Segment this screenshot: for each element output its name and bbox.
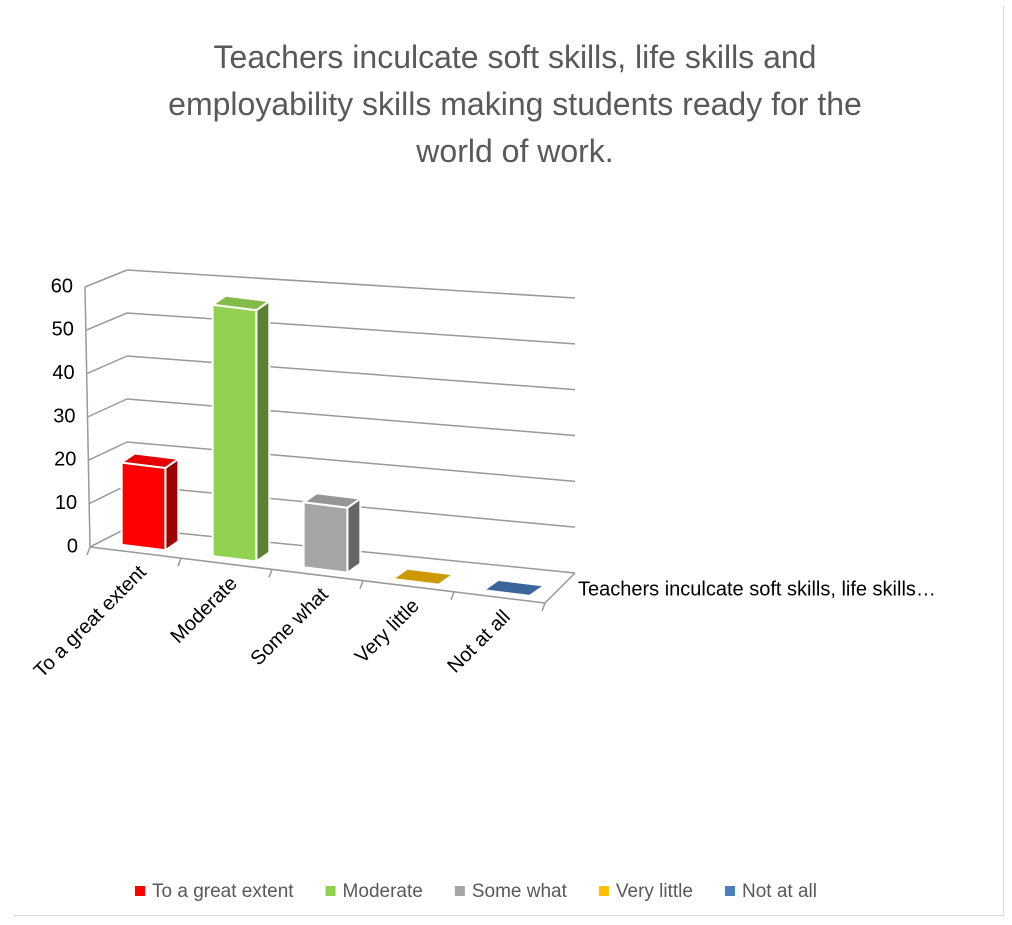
x-tick-label: Very little — [351, 595, 424, 668]
bar-side — [346, 496, 362, 575]
y-tick-label: 50 — [52, 319, 74, 341]
bar — [484, 580, 544, 596]
legend-label: Moderate — [343, 881, 423, 902]
legend-label: Not at all — [742, 881, 817, 902]
x-tick — [177, 557, 182, 567]
chart-frame — [14, 6, 1004, 916]
floor-edge — [89, 546, 546, 604]
y-tick-label: 10 — [55, 492, 77, 514]
bar — [209, 294, 273, 564]
floor-edge — [544, 572, 576, 604]
legend-label: Very little — [616, 881, 693, 902]
x-tick — [450, 591, 455, 601]
bar-top — [393, 569, 453, 585]
grid-line — [88, 441, 128, 462]
bar-front — [120, 461, 167, 552]
chart-title: Teachers inculcate soft skills, life ski… — [168, 39, 862, 169]
bar — [118, 452, 182, 553]
grid-line — [126, 398, 576, 437]
y-tick-label: 60 — [51, 275, 73, 297]
legend-swatch — [454, 886, 465, 896]
grid-line — [126, 441, 576, 483]
x-tick-label: Some what — [246, 583, 333, 670]
bar — [300, 492, 364, 575]
grid-line — [85, 312, 128, 332]
bar — [393, 569, 453, 585]
legend-swatch — [598, 886, 609, 896]
y-tick-label: 30 — [53, 405, 75, 427]
grid-line — [87, 398, 128, 418]
y-tick-label: 40 — [52, 362, 74, 384]
bar-top — [118, 452, 182, 469]
legend-label: Some what — [472, 881, 568, 902]
bar-front — [211, 303, 258, 563]
legend-label: To a great extent — [152, 881, 294, 902]
grid-line — [126, 355, 576, 391]
grid-line — [84, 269, 128, 288]
legend-swatch — [724, 886, 735, 896]
bar-top — [209, 294, 273, 312]
x-tick — [541, 602, 546, 612]
x-tick-label: Not at all — [443, 606, 514, 677]
bar-top — [300, 492, 364, 509]
bar-side — [255, 299, 271, 564]
grid-line — [126, 312, 576, 345]
y-tick-label: 0 — [67, 535, 78, 557]
legend-swatch — [325, 886, 336, 896]
legend-swatch — [135, 886, 145, 896]
bar-side — [164, 457, 180, 553]
depth-label: Teachers inculcate soft skills, life ski… — [578, 578, 936, 600]
bar-front — [302, 501, 349, 574]
grid-line — [86, 355, 128, 375]
bar-top — [484, 580, 544, 596]
x-tick — [86, 546, 91, 556]
x-tick-label: Moderate — [166, 572, 241, 647]
x-tick — [268, 569, 273, 578]
x-tick — [359, 580, 364, 589]
grid-line — [126, 269, 576, 299]
y-tick-label: 20 — [54, 449, 76, 471]
x-tick-label: To a great extent — [30, 561, 151, 682]
